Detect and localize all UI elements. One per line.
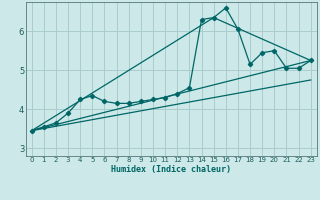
- X-axis label: Humidex (Indice chaleur): Humidex (Indice chaleur): [111, 165, 231, 174]
